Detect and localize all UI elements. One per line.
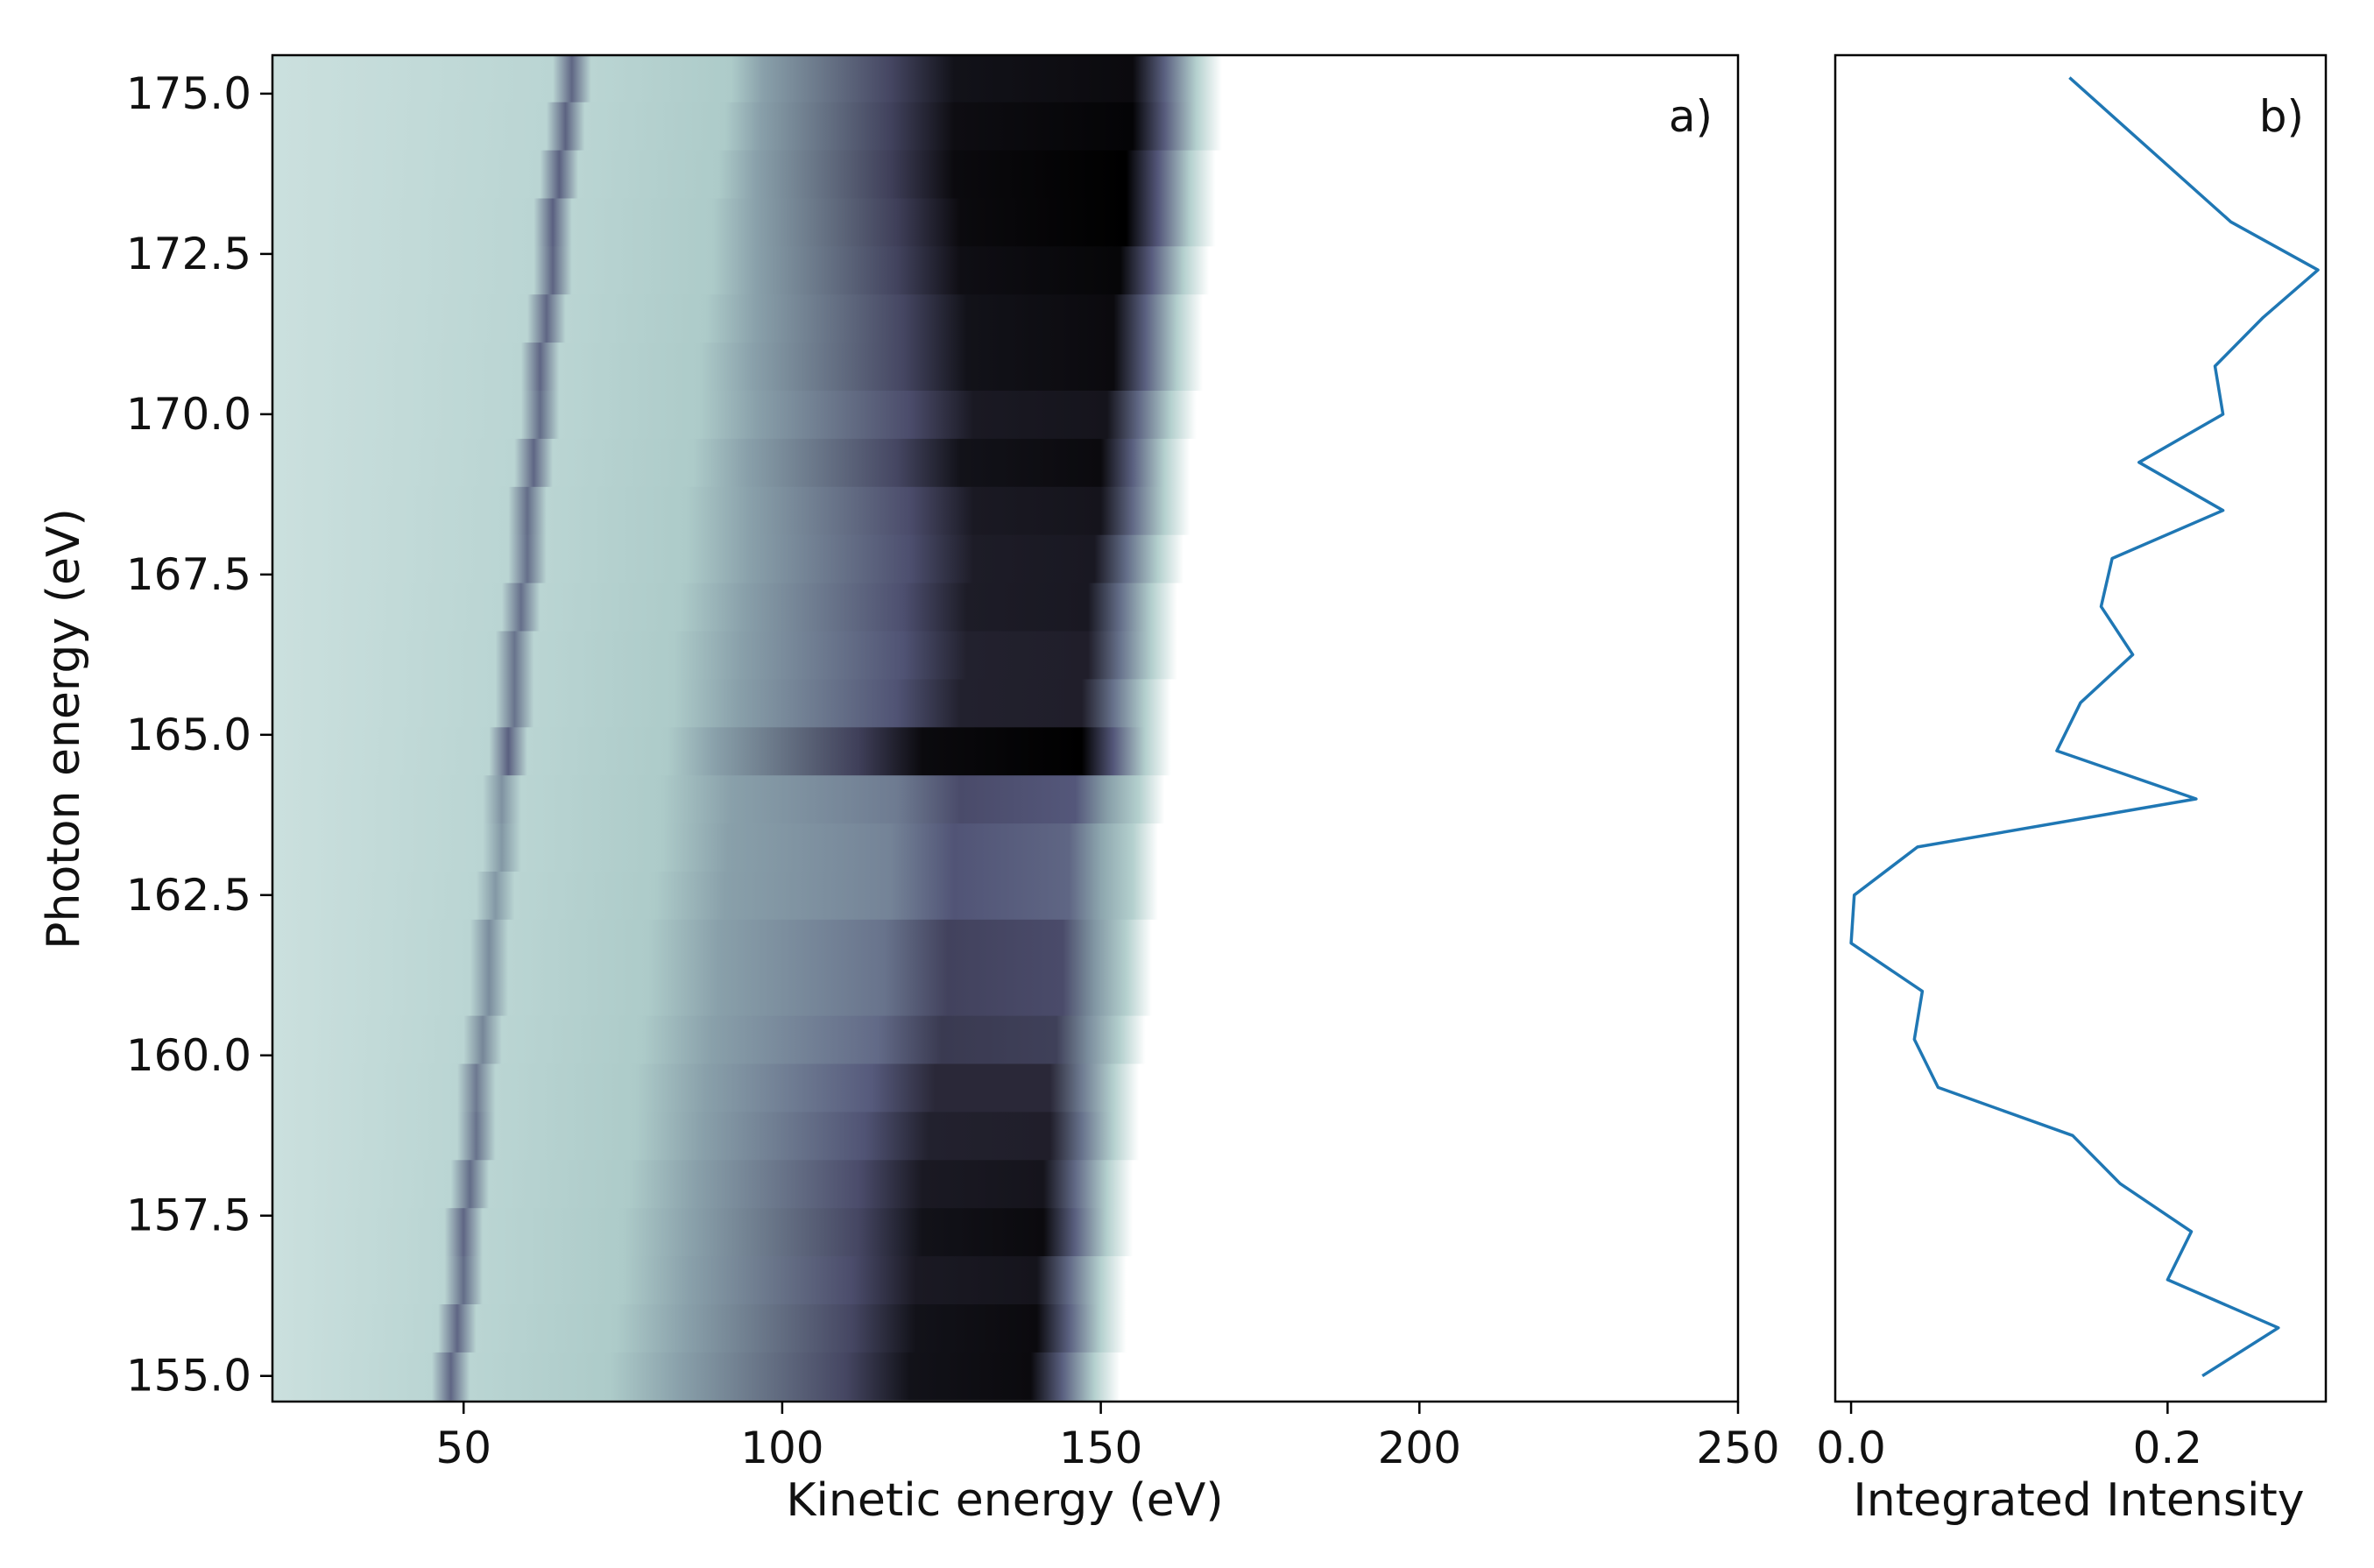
heatmap-ytick-label: 167.5 [126, 549, 251, 600]
heatmap-xtick-label: 150 [1059, 1423, 1142, 1473]
heatmap-row [272, 1159, 1738, 1209]
heatmap-row [272, 823, 1738, 872]
heatmap-xlabel: Kinetic energy (eV) [786, 1474, 1223, 1527]
heatmap-ytick-label: 162.5 [126, 870, 251, 921]
heatmap-ytick-label: 155.0 [126, 1351, 251, 1402]
heatmap-row [272, 245, 1738, 295]
heatmap-row [272, 486, 1738, 535]
heatmap-ytick-label: 175.0 [126, 68, 251, 119]
heatmap-row [272, 342, 1738, 391]
heatmap-row [272, 1352, 1738, 1401]
heatmap-row [272, 726, 1738, 776]
heatmap-row [272, 1207, 1738, 1257]
heatmap-row [272, 630, 1738, 680]
intensity-xtick-label: 0.2 [2133, 1423, 2203, 1473]
panel-a-label: a) [1669, 91, 1713, 142]
heatmap-row [272, 678, 1738, 728]
heatmap-row [272, 774, 1738, 824]
intensity-frame [1833, 53, 2328, 1403]
panel-b-label: b) [2259, 91, 2304, 142]
intensity-panel: 0.0 0.2 b) Integrated Intensity [1816, 53, 2328, 1527]
heatmap-xtick-label: 100 [740, 1423, 823, 1473]
heatmap-row [272, 534, 1738, 583]
heatmap-row [272, 583, 1738, 632]
heatmap-ytick-label: 165.0 [126, 710, 251, 760]
heatmap-xtick-label: 200 [1378, 1423, 1461, 1473]
heatmap-row [272, 150, 1738, 199]
heatmap-row [272, 102, 1738, 151]
heatmap-frame [271, 53, 1740, 1403]
heatmap-xtick-label: 250 [1696, 1423, 1779, 1473]
intensity-xlabel: Integrated Intensity [1853, 1474, 2304, 1527]
heatmap-row [272, 1255, 1738, 1304]
heatmap-row [272, 293, 1738, 343]
heatmap-ytick-label: 170.0 [126, 389, 251, 440]
heatmap-row [272, 919, 1738, 968]
heatmap-xtick-label: 50 [435, 1423, 491, 1473]
heatmap-row [272, 390, 1738, 439]
heatmap-row [272, 1015, 1738, 1064]
heatmap-row [272, 1111, 1738, 1161]
heatmap-row [272, 1063, 1738, 1112]
heatmap-row [272, 967, 1738, 1016]
heatmap-row [272, 55, 1738, 102]
intensity-background [1835, 55, 2326, 1402]
heatmap-row [272, 871, 1738, 920]
heatmap-row [272, 197, 1738, 247]
heatmap-ytick-label: 172.5 [126, 229, 251, 279]
heatmap-panel: 50 100 150 200 250 155.0 157.5 160.0 162.5 165.0… [38, 53, 1780, 1527]
heatmap-ytick-label: 157.5 [126, 1190, 251, 1241]
heatmap-ytick-label: 160.0 [126, 1030, 251, 1081]
heatmap-row [272, 438, 1738, 487]
intensity-series-line [1849, 76, 2320, 1378]
intensity-xtick-label: 0.0 [1816, 1423, 1886, 1473]
heatmap-row [272, 1303, 1738, 1353]
heatmap-ylabel: Photon energy (eV) [38, 508, 90, 950]
